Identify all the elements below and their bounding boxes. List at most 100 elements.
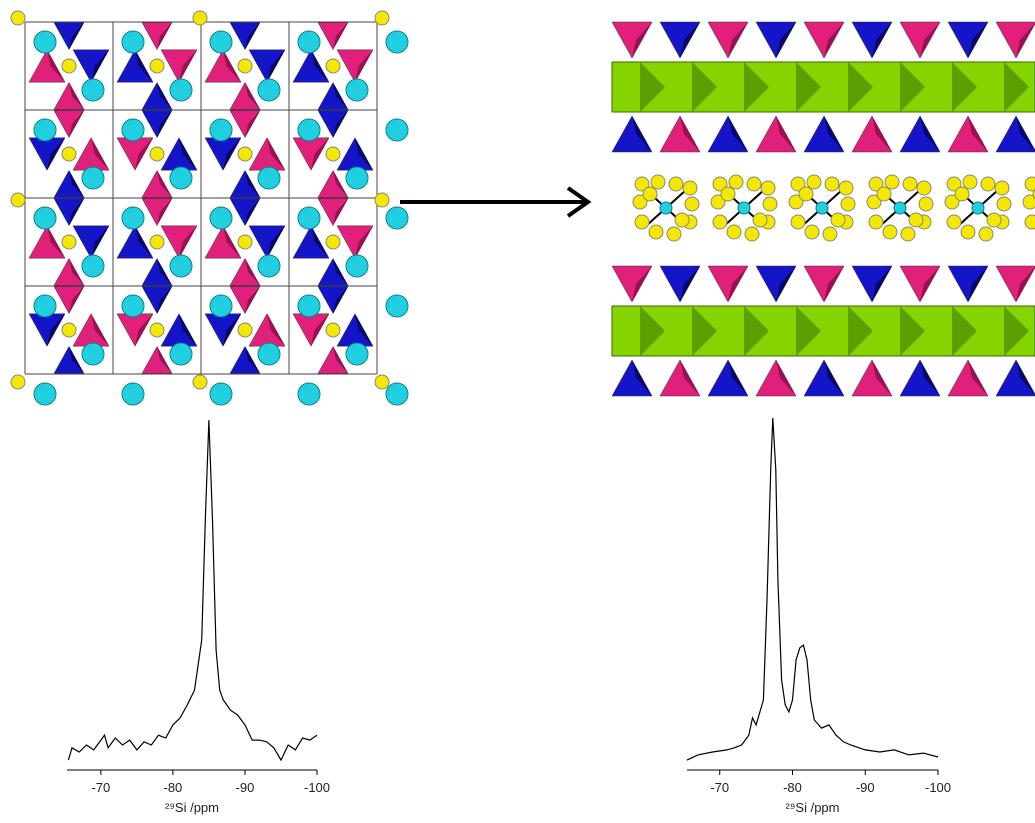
x-axis-label: ²⁹Si /ppm — [165, 800, 219, 815]
tetrahedron — [318, 171, 348, 198]
tetrahedron — [318, 83, 348, 110]
atom-cyan — [170, 255, 192, 277]
tetrahedron — [230, 287, 260, 314]
atom-cyan — [122, 207, 144, 229]
atom-y — [839, 181, 853, 195]
atom-cyan — [82, 167, 104, 189]
tetrahedron — [708, 22, 748, 58]
atom-cyan — [386, 31, 408, 53]
tetrahedron — [29, 226, 65, 258]
tetrahedron — [900, 360, 940, 396]
x-tick-label: -90 — [236, 780, 255, 795]
atom-cyan — [298, 383, 320, 405]
structures — [11, 11, 1035, 405]
tetrahedron — [318, 347, 348, 374]
tetrahedron — [660, 266, 700, 302]
atom-cyan — [298, 295, 320, 317]
atom-y — [727, 225, 741, 239]
tetrahedron — [337, 50, 373, 82]
atom-cyan — [298, 119, 320, 141]
atom-cyan — [122, 383, 144, 405]
atom-y — [375, 193, 389, 207]
tetrahedron — [996, 360, 1035, 396]
x-tick-label: -70 — [91, 780, 110, 795]
atom-y — [987, 213, 1001, 227]
atom-cyan — [258, 79, 280, 101]
atom-y — [1025, 215, 1035, 229]
tetrahedron — [948, 266, 988, 302]
tetrahedron — [804, 116, 844, 152]
tetrahedron — [249, 50, 285, 82]
tetrahedron — [852, 116, 892, 152]
x-tick-label: -80 — [783, 780, 802, 795]
atom-y — [909, 213, 923, 227]
tetrahedron — [293, 50, 329, 82]
atom-y — [791, 215, 805, 229]
tetrahedron — [660, 116, 700, 152]
tetrahedron — [230, 23, 260, 50]
atom-y — [635, 215, 649, 229]
atom-y — [917, 181, 931, 195]
tetrahedron — [293, 138, 329, 170]
atom-cyan — [34, 295, 56, 317]
atom-y — [997, 197, 1011, 211]
atom-y — [831, 213, 845, 227]
tetrahedron — [161, 50, 197, 82]
tetrahedron — [54, 23, 84, 50]
tetrahedron — [337, 314, 373, 346]
tetrahedron — [142, 347, 172, 374]
tetrahedron — [205, 50, 241, 82]
tetrahedron — [948, 22, 988, 58]
atom-y — [721, 187, 735, 201]
tetrahedron — [230, 199, 260, 226]
x-tick-label: -80 — [164, 780, 183, 795]
atom-y — [903, 177, 917, 191]
tetrahedron — [612, 116, 652, 152]
tetrahedron — [230, 259, 260, 286]
tetrahedron — [230, 171, 260, 198]
tetrahedron — [142, 259, 172, 286]
tetrahedron — [318, 111, 348, 138]
atom-y — [1025, 177, 1035, 191]
tetrahedron — [161, 138, 197, 170]
tetrahedron — [708, 360, 748, 396]
tetrahedron — [660, 360, 700, 396]
atom-y — [961, 225, 975, 239]
atom-cyan — [894, 202, 906, 214]
atom-cyan — [34, 31, 56, 53]
tetrahedron — [318, 199, 348, 226]
atom-y — [877, 187, 891, 201]
atom-y — [62, 235, 76, 249]
tetrahedron — [756, 360, 796, 396]
atom-cyan — [346, 167, 368, 189]
atom-cyan — [210, 383, 232, 405]
tetrahedron — [318, 287, 348, 314]
atom-cyan — [346, 79, 368, 101]
tetrahedron — [54, 347, 84, 374]
tetrahedron — [29, 138, 65, 170]
tetrahedron — [612, 266, 652, 302]
tetrahedron — [54, 171, 84, 198]
atom-cyan — [660, 202, 672, 214]
atom-y — [62, 323, 76, 337]
atom-y — [763, 197, 777, 211]
atom-y — [667, 227, 681, 241]
atom-y — [11, 11, 25, 25]
atom-y — [11, 193, 25, 207]
tetrahedron — [852, 22, 892, 58]
tetrahedron — [337, 138, 373, 170]
figure: -70-80-90-100²⁹Si /ppm-70-80-90-100²⁹Si … — [0, 0, 1035, 823]
atom-y — [238, 147, 252, 161]
atom-cyan — [122, 31, 144, 53]
tetrahedron — [756, 116, 796, 152]
atom-y — [62, 59, 76, 73]
atom-y — [885, 175, 899, 189]
tetrahedron — [293, 226, 329, 258]
tetrahedron — [852, 266, 892, 302]
tetrahedron — [900, 266, 940, 302]
tetrahedron — [161, 226, 197, 258]
tetrahedron — [73, 50, 109, 82]
atom-y — [729, 175, 743, 189]
tetrahedron — [117, 226, 153, 258]
tetrahedron — [318, 23, 348, 50]
